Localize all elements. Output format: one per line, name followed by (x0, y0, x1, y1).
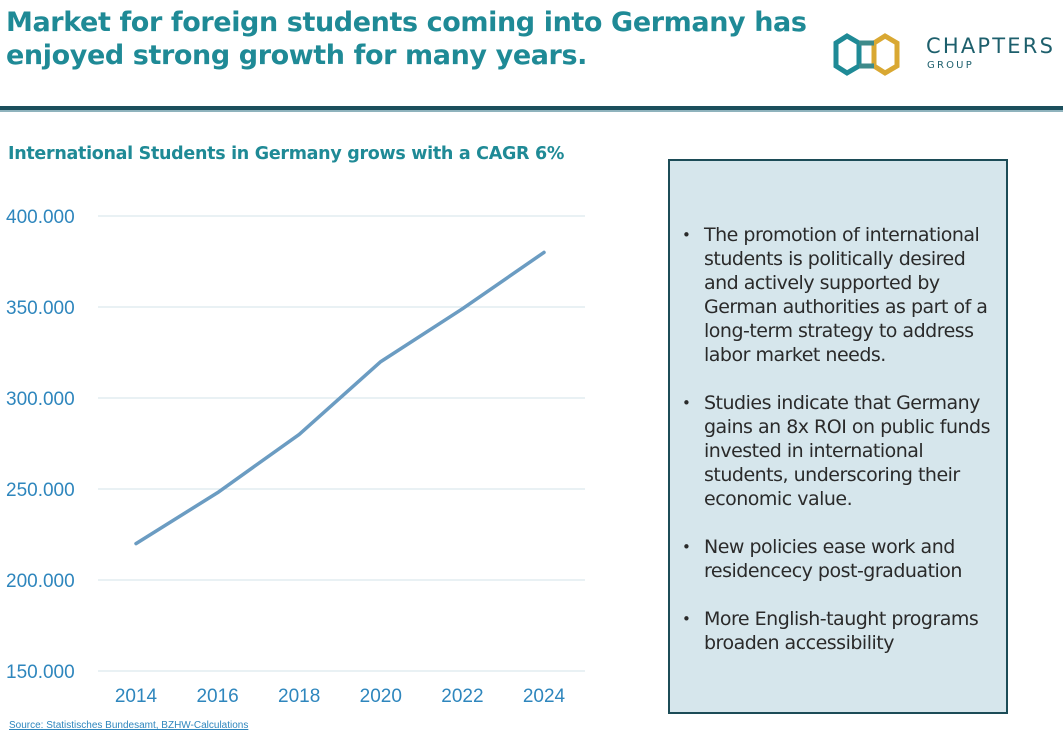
header-divider-shadow (0, 110, 1063, 112)
logo-subtitle: GROUP (927, 60, 974, 71)
x-tick-label: 2022 (441, 686, 483, 707)
bullet-icon: • (682, 226, 691, 244)
y-tick-label: 250.000 (6, 480, 75, 501)
key-point-item: • More English-taught programs broaden ac… (682, 607, 1000, 655)
line-chart: 150.000 200.000 250.000 300.000 350.000 400.0… (6, 207, 585, 707)
key-points-box: • The promotion of international students… (668, 159, 1008, 714)
x-tick-label: 2024 (523, 686, 566, 707)
chart-title: International Students in Germany grows … (8, 144, 565, 164)
x-tick-label: 2018 (278, 686, 320, 707)
key-point-item: • Studies indicate that Germany gains an … (682, 391, 1000, 511)
logo-wordmark: CHAPTERS (926, 34, 1056, 58)
bullet-icon: • (682, 610, 691, 628)
key-point-text: More English-taught programs broaden acc… (704, 608, 979, 654)
y-tick-label: 300.000 (6, 389, 75, 410)
bullet-icon: • (682, 538, 691, 556)
chapters-group-logo: CHAPTERS GROUP (828, 28, 1060, 80)
key-point-item: • New policies ease work and residencecy … (682, 535, 1000, 583)
key-point-text: Studies indicate that Germany gains an 8… (704, 392, 991, 510)
hexagon-logo-icon (833, 33, 900, 76)
y-tick-label: 400.000 (6, 207, 75, 228)
x-tick-label: 2014 (115, 686, 158, 707)
y-tick-label: 350.000 (6, 298, 75, 319)
header-divider (0, 106, 1063, 110)
source-link[interactable]: Source: Statistisches Bundesamt, BZHW-Ca… (9, 720, 249, 731)
x-tick-label: 2016 (196, 686, 238, 707)
key-point-text: The promotion of international students … (704, 224, 988, 366)
bullet-icon: • (682, 394, 691, 412)
series-line (134, 250, 546, 546)
key-point-text: New policies ease work and residencecy p… (704, 536, 962, 582)
y-tick-label: 200.000 (6, 571, 75, 592)
slide-title: Market for foreign students coming into … (6, 7, 807, 71)
key-point-item: • The promotion of international students… (682, 223, 1000, 367)
y-tick-label: 150.000 (6, 662, 75, 683)
x-tick-label: 2020 (360, 686, 402, 707)
key-points-list: • The promotion of international students… (682, 223, 1000, 679)
